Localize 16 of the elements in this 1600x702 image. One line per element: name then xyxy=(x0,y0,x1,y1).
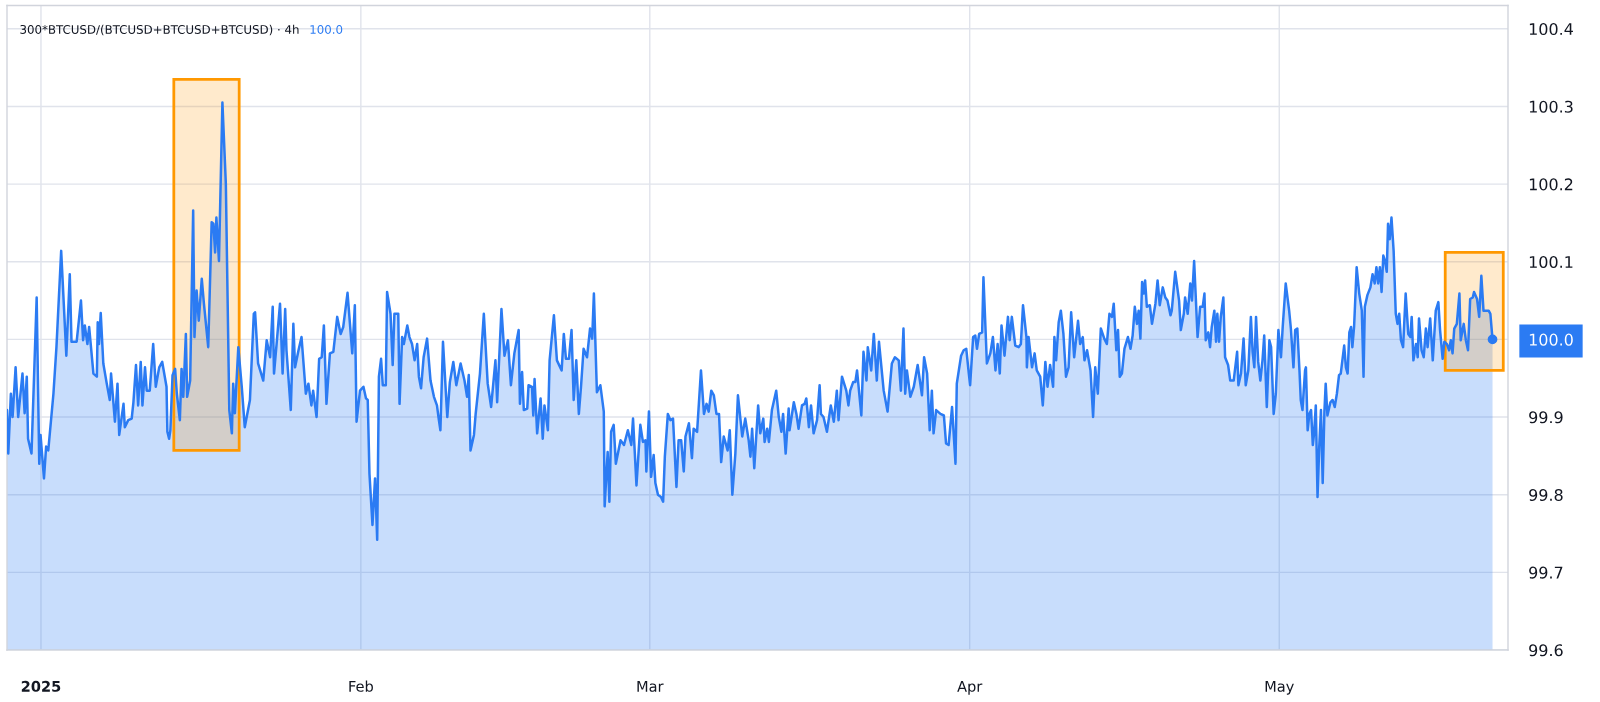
y-tick-label: 100.1 xyxy=(1529,255,1573,269)
x-tick-label: May xyxy=(1265,681,1294,695)
x-tick-label: 2025 xyxy=(21,680,61,692)
text: 100.0 xyxy=(310,25,343,34)
x-tick-label: Apr xyxy=(957,681,983,695)
y-tick-label: 99.9 xyxy=(1529,411,1563,424)
y-tick-label: 99.8 xyxy=(1529,488,1563,501)
x-tick-label: Feb xyxy=(349,680,373,692)
y-tick-label: 100.3 xyxy=(1529,100,1573,113)
y-tick-label: 100.0 xyxy=(1529,333,1573,346)
y-tick-label: 99.6 xyxy=(1529,644,1563,657)
y-tick-label: 100.4 xyxy=(1529,23,1573,36)
y-tick-label: 100.2 xyxy=(1529,178,1573,191)
x-tick-label: Mar xyxy=(637,681,664,692)
y-tick-label: 99.7 xyxy=(1529,566,1563,579)
text: 300*BTCUSD/(BTCUSD+BTCUSD+BTCUSD) · 4h xyxy=(20,24,299,36)
